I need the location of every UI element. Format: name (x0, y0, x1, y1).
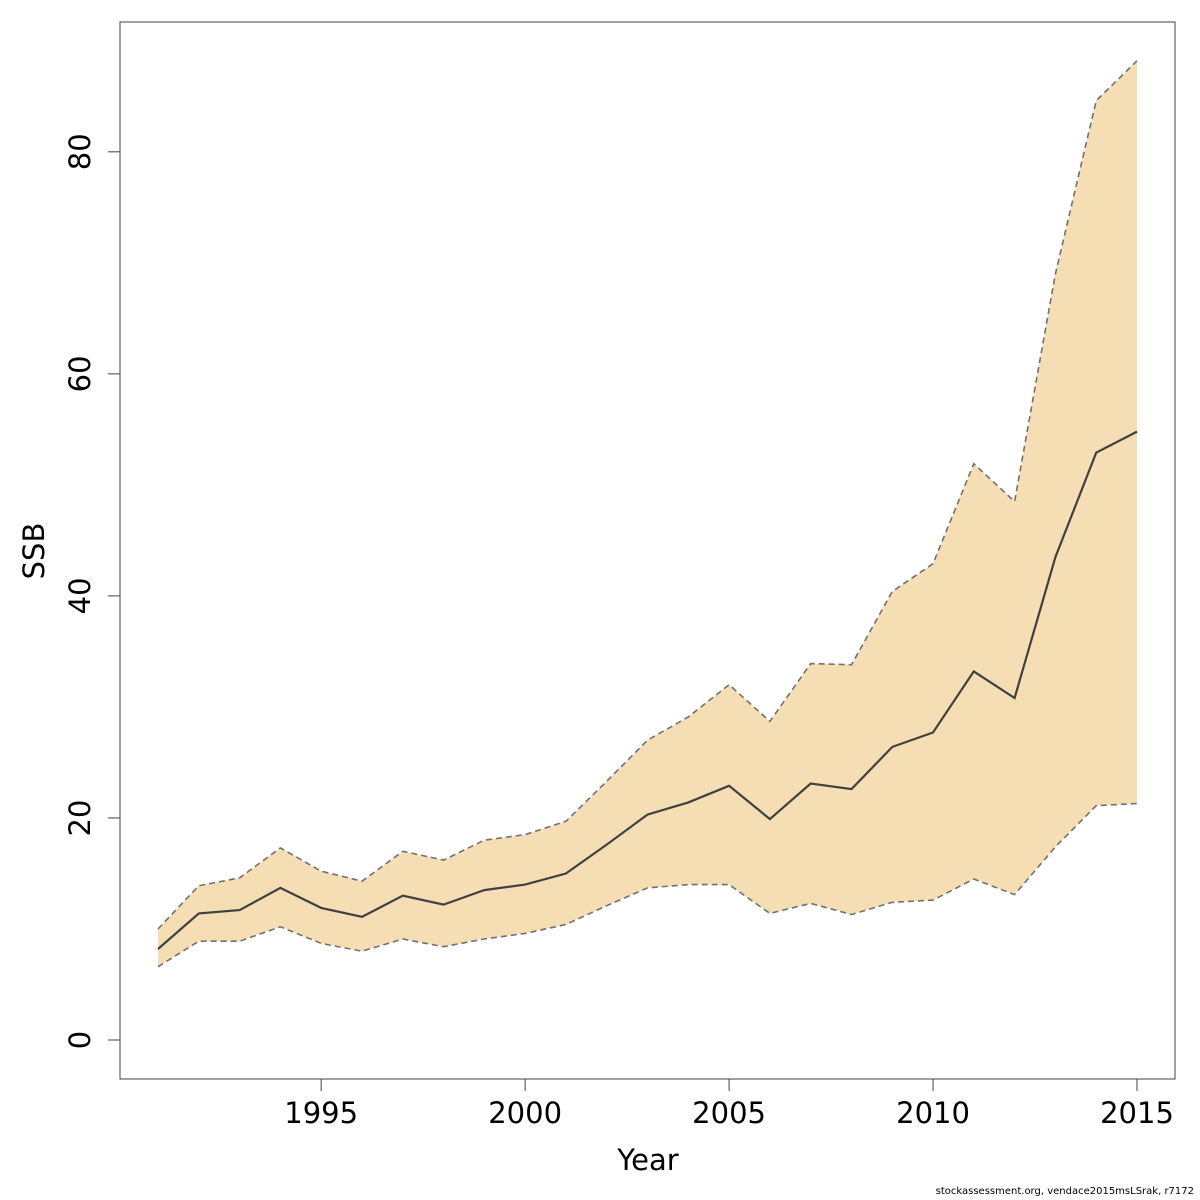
x-axis-title: Year (616, 1143, 678, 1177)
y-tick-label: 20 (63, 800, 97, 837)
y-tick-label: 40 (63, 577, 97, 614)
x-axis: 1995 2000 2005 2010 2015 (284, 1078, 1174, 1130)
x-tick-label: 2015 (1100, 1096, 1174, 1130)
footer-source: stockassessment.org, vendace2015msLSrak,… (935, 1186, 1194, 1197)
x-tick-label: 2010 (896, 1096, 970, 1130)
x-tick-label: 1995 (284, 1096, 358, 1130)
y-tick-label: 60 (63, 355, 97, 392)
x-tick-label: 2000 (488, 1096, 562, 1130)
y-axis: 0 20 40 60 80 (63, 133, 121, 1049)
ssb-estimate-line (157, 430, 1138, 950)
y-axis-title: SSB (17, 523, 51, 580)
y-tick-label: 0 (63, 1031, 97, 1049)
confidence-band (158, 60, 1137, 967)
lower-bound-line (157, 802, 1138, 968)
upper-bound-line (157, 60, 1138, 930)
y-tick-label: 80 (63, 133, 97, 170)
x-tick-label: 2005 (692, 1096, 766, 1130)
